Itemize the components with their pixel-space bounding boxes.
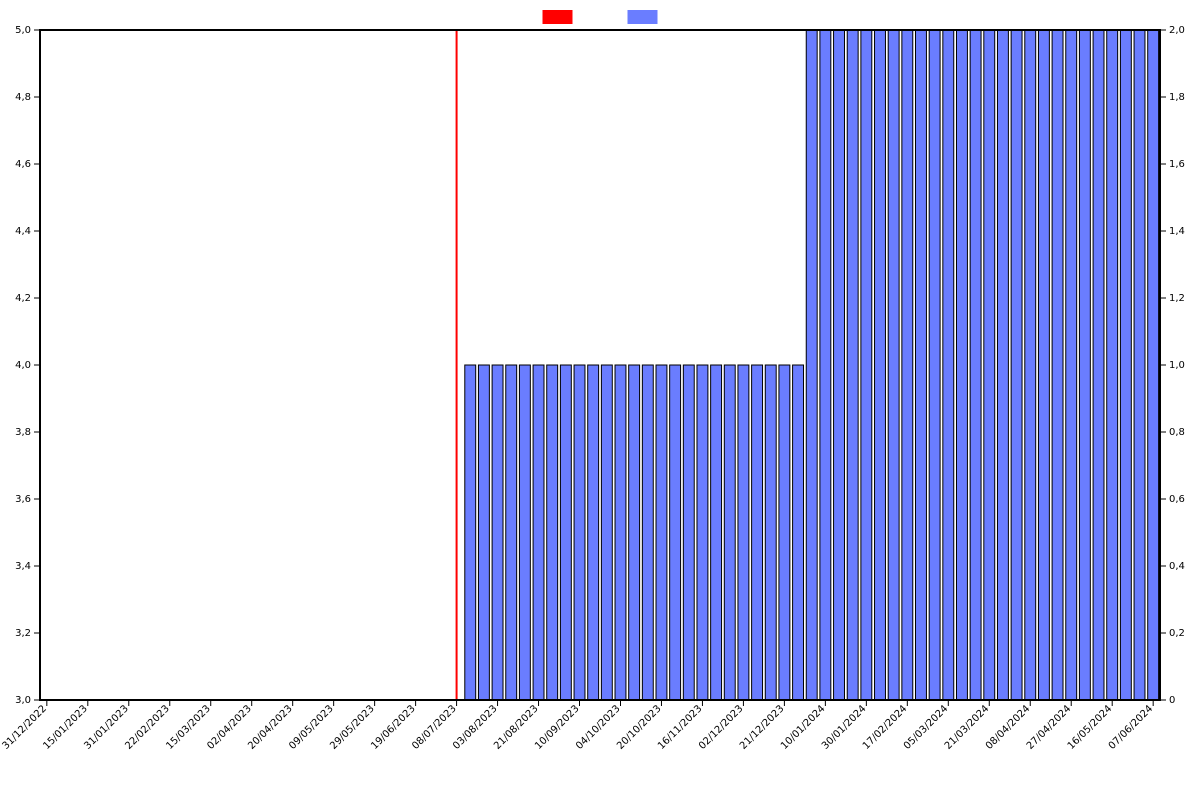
bar: [943, 30, 954, 700]
bar: [519, 365, 530, 700]
bar: [670, 365, 681, 700]
bar: [1120, 30, 1131, 700]
bar: [1025, 30, 1036, 700]
bar: [588, 365, 599, 700]
bar: [752, 365, 763, 700]
bar: [820, 30, 831, 700]
x-tick-label: 07/06/2024: [1107, 703, 1156, 752]
bar: [861, 30, 872, 700]
bar: [834, 30, 845, 700]
bar: [711, 365, 722, 700]
bar: [465, 365, 476, 700]
bar: [1052, 30, 1063, 700]
bar: [806, 30, 817, 700]
bar: [533, 365, 544, 700]
legend-swatch: [628, 10, 658, 24]
bar: [1134, 30, 1145, 700]
bar: [478, 365, 489, 700]
yleft-tick-label: 4,6: [15, 159, 31, 170]
bar: [970, 30, 981, 700]
bar: [888, 30, 899, 700]
bar: [997, 30, 1008, 700]
bar: [1038, 30, 1049, 700]
bar: [492, 365, 503, 700]
bar: [724, 365, 735, 700]
legend-swatch: [543, 10, 573, 24]
yright-tick-label: 0: [1169, 695, 1175, 706]
bar: [697, 365, 708, 700]
bar: [847, 30, 858, 700]
yleft-tick-label: 3,2: [15, 628, 31, 639]
bar: [779, 365, 790, 700]
bar: [574, 365, 585, 700]
bar: [1148, 30, 1159, 700]
dual-axis-chart: 3,0 3,2 3,4 3,6 3,8 4,0 4,2 4,4 4,6 4,8 5,0 0 0,2 0,4…: [0, 0, 1200, 800]
bar: [547, 365, 558, 700]
yleft-tick-label: 5,0: [15, 25, 31, 36]
yleft-tick-label: 3,6: [15, 494, 31, 505]
bar: [683, 365, 694, 700]
bar: [615, 365, 626, 700]
yright-tick-label: 2,0: [1169, 25, 1185, 36]
bar: [793, 365, 804, 700]
yright-tick-label: 0,6: [1169, 494, 1185, 505]
bar: [656, 365, 667, 700]
bar: [560, 365, 571, 700]
bar: [956, 30, 967, 700]
bar: [642, 365, 653, 700]
yright-tick-label: 1,2: [1169, 293, 1185, 304]
bar: [929, 30, 940, 700]
yleft-tick-label: 4,0: [15, 360, 31, 371]
yright-tick-label: 0,4: [1169, 561, 1185, 572]
yleft-tick-label: 4,8: [15, 92, 31, 103]
bar: [902, 30, 913, 700]
yleft-tick-label: 3,4: [15, 561, 31, 572]
yright-tick-label: 1,4: [1169, 226, 1185, 237]
bar: [765, 365, 776, 700]
yright-tick-label: 1,6: [1169, 159, 1185, 170]
bar: [984, 30, 995, 700]
yright-tick-label: 1,8: [1169, 92, 1185, 103]
bar: [1011, 30, 1022, 700]
yright-tick-label: 0,8: [1169, 427, 1185, 438]
bar: [1107, 30, 1118, 700]
yleft-tick-label: 3,0: [15, 695, 31, 706]
bar: [738, 365, 749, 700]
bar: [1066, 30, 1077, 700]
bar: [601, 365, 612, 700]
bar: [875, 30, 886, 700]
bar: [916, 30, 927, 700]
bar: [629, 365, 640, 700]
yright-tick-label: 0,2: [1169, 628, 1185, 639]
bar: [1093, 30, 1104, 700]
yleft-tick-label: 4,4: [15, 226, 31, 237]
bar: [506, 365, 517, 700]
yleft-tick-label: 3,8: [15, 427, 31, 438]
bar: [1079, 30, 1090, 700]
yright-tick-label: 1,0: [1169, 360, 1185, 371]
yleft-tick-label: 4,2: [15, 293, 31, 304]
